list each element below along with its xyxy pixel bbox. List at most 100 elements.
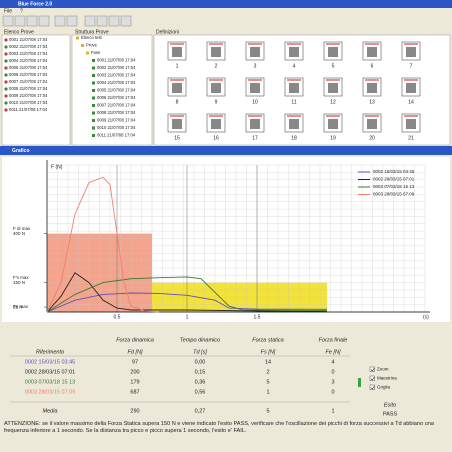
- y-axis-label: F (N): [51, 164, 63, 170]
- table-cell: 0: [331, 369, 334, 375]
- list-icon: [4, 45, 8, 49]
- definition-label: 2: [215, 63, 218, 69]
- checkbox-label: Zoom: [377, 367, 389, 372]
- series-line: [46, 272, 328, 313]
- tree-item[interactable]: 0005 21/07/08 17:04: [97, 88, 136, 93]
- tree-icon: [92, 104, 95, 107]
- tool-button[interactable]: [14, 15, 26, 27]
- series-line: [46, 176, 160, 313]
- definition-block: [406, 83, 416, 93]
- test-item[interactable]: 0005 21/07/08 17:04: [9, 65, 48, 70]
- tree-icon: [76, 36, 79, 40]
- definition-label: 10: [252, 99, 258, 105]
- tree-item[interactable]: 0008 21/07/08 17:04: [97, 110, 136, 115]
- tree-item[interactable]: Elenco test: [81, 35, 103, 40]
- table-cell: 200: [130, 369, 139, 375]
- toolbar: [2, 15, 132, 27]
- table-cell: 0: [331, 389, 334, 395]
- y-annotation: F's max: [13, 275, 29, 280]
- definition-block: [406, 119, 416, 129]
- y-annotation: Fe max: [13, 304, 29, 309]
- tree-item[interactable]: 0002 21/07/08 17:04: [97, 65, 136, 70]
- test-item[interactable]: 0008 21/07/08 17:04: [9, 86, 48, 91]
- column-header: Td [s]: [193, 349, 207, 355]
- mean-cell: 0,27: [195, 408, 206, 414]
- test-item[interactable]: 0007 21/07/08 17:04: [9, 79, 48, 84]
- y-tick-label: 400 N: [13, 231, 25, 236]
- tree-item[interactable]: 0010 21/07/08 17:04: [97, 125, 136, 130]
- tree-item[interactable]: 0007 21/07/08 17:04: [97, 103, 136, 108]
- tool-button[interactable]: [54, 15, 66, 27]
- check-mark: [370, 367, 375, 372]
- test-item[interactable]: 0002 21/07/08 17:04: [9, 44, 48, 49]
- tool-button[interactable]: [2, 15, 14, 27]
- tool-button[interactable]: [108, 15, 120, 27]
- panel-title: Struttura Prove: [75, 29, 109, 35]
- legend-label: 0002 28/03/15 07:01: [373, 177, 415, 182]
- legend-label: 0003 28/03/15 07:09: [373, 192, 415, 197]
- definition-block: [367, 83, 377, 93]
- tree-item[interactable]: Fase: [91, 50, 101, 55]
- definition-label: 12: [330, 99, 336, 105]
- title-bar: [0, 0, 452, 8]
- definition-block: [172, 119, 182, 129]
- graph-title-bar: [0, 146, 452, 155]
- checkbox[interactable]: [369, 384, 375, 390]
- tree-item[interactable]: 0009 21/07/08 17:04: [97, 118, 136, 123]
- mean-cell: 290: [130, 408, 139, 414]
- test-item[interactable]: 0001 21/07/08 17:04: [9, 37, 48, 42]
- test-item[interactable]: 0006 21/07/08 17:04: [9, 72, 48, 77]
- x-tick-label: 1.5: [254, 314, 261, 320]
- check-mark: [370, 385, 375, 390]
- tool-button[interactable]: [120, 15, 132, 27]
- tree-item[interactable]: 0001 21/07/08 17:04: [97, 58, 136, 63]
- definition-label: 4: [293, 63, 296, 69]
- menu-item[interactable]: ?: [20, 8, 23, 14]
- table-cell: 2: [266, 369, 269, 375]
- tree-item[interactable]: Prove: [86, 43, 98, 48]
- definition-block: [367, 119, 377, 129]
- definition-label: 21: [408, 135, 414, 141]
- definition-label: 16: [213, 135, 219, 141]
- tree-icon: [92, 134, 95, 137]
- tree-item[interactable]: 0004 21/07/08 17:04: [97, 80, 136, 85]
- test-item[interactable]: 0009 21/07/08 17:04: [9, 93, 48, 98]
- table-cell: 179: [130, 379, 139, 385]
- menu-item[interactable]: File: [4, 8, 12, 14]
- tree-icon: [92, 126, 95, 130]
- group-header: Tempo dinamico: [180, 337, 220, 343]
- window-title: Blue Force 2.0: [18, 1, 52, 7]
- tree-icon: [92, 81, 95, 85]
- checkbox[interactable]: [369, 366, 375, 372]
- definition-label: 5: [332, 63, 335, 69]
- tree-icon: [92, 59, 95, 62]
- test-item[interactable]: 0011 21/07/08 17:04: [9, 107, 48, 112]
- table-cell: 97: [132, 359, 138, 365]
- test-item[interactable]: 0010 21/07/08 17:04: [9, 100, 48, 105]
- x-tick-label: 1: [186, 314, 189, 320]
- tool-button[interactable]: [66, 15, 78, 27]
- tool-button[interactable]: [96, 15, 108, 27]
- test-item[interactable]: 0003 21/07/08 17:04: [9, 51, 48, 56]
- tool-button[interactable]: [84, 15, 96, 27]
- list-icon: [4, 101, 8, 105]
- tree-item[interactable]: 0003 21/07/08 17:04: [97, 73, 136, 78]
- legend-label: 0002 15/03/15 03:45: [373, 169, 415, 174]
- y-annotation: F di max: [13, 226, 31, 231]
- tool-button[interactable]: [38, 15, 50, 27]
- column-header: Fe [N]: [326, 349, 341, 355]
- list-icon: [4, 94, 8, 98]
- tree-item[interactable]: 0011 21/07/08 17:04: [97, 133, 136, 138]
- x-tick-label: 0.5: [114, 314, 121, 320]
- checkbox[interactable]: [369, 375, 375, 381]
- definition-label: 20: [369, 135, 375, 141]
- tool-button[interactable]: [26, 15, 38, 27]
- test-item[interactable]: 0004 21/07/08 17:04: [9, 58, 48, 63]
- y-tick-label: 150 N: [13, 280, 25, 285]
- table-cell: 0,36: [195, 379, 206, 385]
- tree-item[interactable]: 0006 21/07/08 17:04: [97, 95, 136, 100]
- panel-title: Definizioni: [156, 29, 179, 35]
- table-cell: 0,00: [195, 359, 206, 365]
- tree-view: [71, 34, 153, 146]
